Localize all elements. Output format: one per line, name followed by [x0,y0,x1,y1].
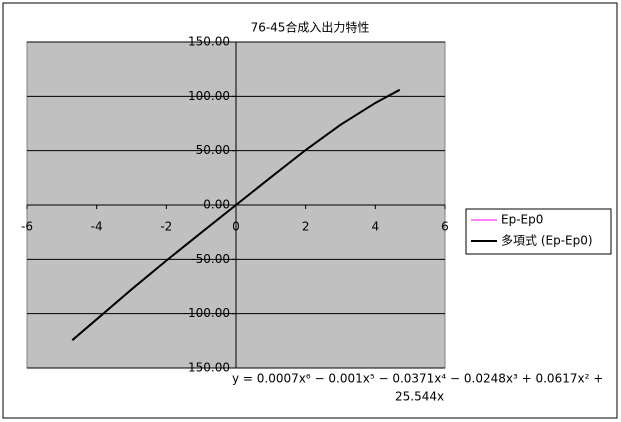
legend [465,208,612,255]
series-line [71,88,401,341]
y-tick-label: 50.00 [196,143,230,157]
y-tick-label: 100.00 [188,89,230,103]
chart-title: 76-45合成入出力特性 [251,20,370,35]
x-tick-label: -2 [160,220,172,234]
y-tick-label: -100.00 [184,306,230,320]
equation: y = 0.0007x⁶ − 0.001x⁵ − 0.0371x⁴ − 0.02… [232,372,603,386]
x-tick-label: 2 [302,220,310,234]
legend-label: Ep-Ep0 [501,213,543,227]
equation: 25.544x [395,390,444,404]
x-tick-label: -6 [21,220,33,234]
x-tick-label: 4 [372,220,380,234]
legend-label: 多項式 (Ep-Ep0) [501,234,593,248]
y-tick-label: -150.00 [184,361,230,375]
y-tick-label: -50.00 [191,252,230,266]
y-tick-label: 150.00 [188,35,230,49]
x-tick-label: 6 [441,220,449,234]
x-tick-label: -4 [91,220,103,234]
